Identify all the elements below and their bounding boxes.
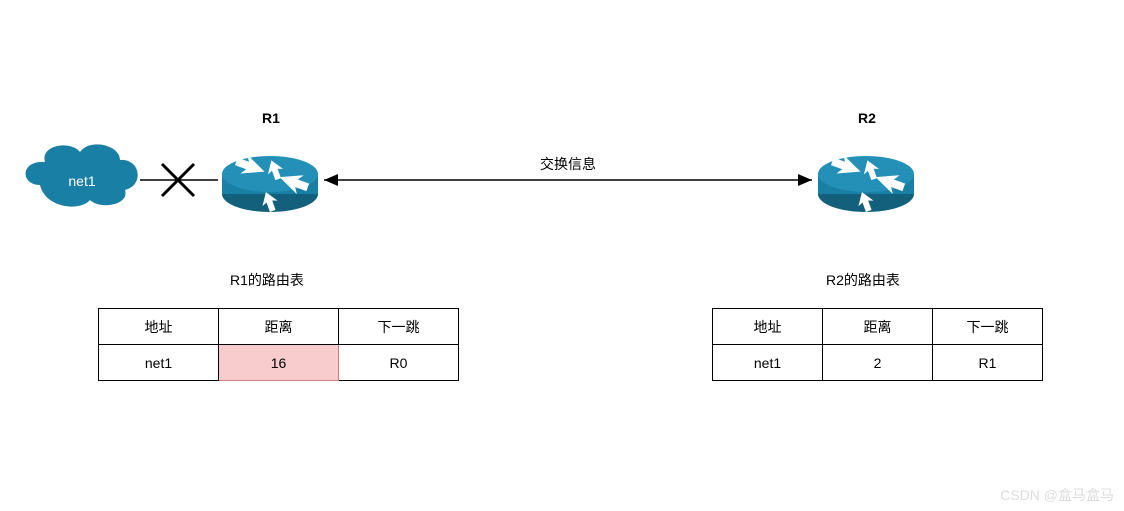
cloud-net1: net1 bbox=[26, 144, 138, 206]
r2-table-title: R2的路由表 bbox=[826, 270, 900, 290]
col-distance: 距离 bbox=[219, 309, 339, 345]
cell-distance: 2 bbox=[823, 345, 933, 381]
cell-address: net1 bbox=[713, 345, 823, 381]
col-distance: 距离 bbox=[823, 309, 933, 345]
r1-routing-table: 地址 距离 下一跳 net1 16 R0 bbox=[98, 308, 459, 381]
col-address: 地址 bbox=[99, 309, 219, 345]
cell-distance-highlighted: 16 bbox=[219, 345, 339, 381]
r2-label: R2 bbox=[858, 110, 876, 126]
cell-nexthop: R0 bbox=[339, 345, 459, 381]
r1-label: R1 bbox=[262, 110, 280, 126]
r2-routing-table: 地址 距离 下一跳 net1 2 R1 bbox=[712, 308, 1043, 381]
table-header-row: 地址 距离 下一跳 bbox=[713, 309, 1043, 345]
col-nexthop: 下一跳 bbox=[339, 309, 459, 345]
link-r1-r2 bbox=[324, 174, 812, 186]
cell-nexthop: R1 bbox=[933, 345, 1043, 381]
link-cloud-r1 bbox=[140, 164, 218, 196]
table-row: net1 2 R1 bbox=[713, 345, 1043, 381]
col-nexthop: 下一跳 bbox=[933, 309, 1043, 345]
cloud-label: net1 bbox=[68, 173, 95, 189]
watermark: CSDN @盒马盒马 bbox=[1000, 485, 1114, 505]
link-label: 交换信息 bbox=[540, 154, 596, 174]
cell-address: net1 bbox=[99, 345, 219, 381]
router-r2 bbox=[818, 152, 914, 214]
table-header-row: 地址 距离 下一跳 bbox=[99, 309, 459, 345]
table-row: net1 16 R0 bbox=[99, 345, 459, 381]
r1-table-title: R1的路由表 bbox=[230, 270, 304, 290]
diagram-canvas: net1 bbox=[0, 0, 1124, 511]
col-address: 地址 bbox=[713, 309, 823, 345]
router-r1 bbox=[222, 152, 318, 214]
